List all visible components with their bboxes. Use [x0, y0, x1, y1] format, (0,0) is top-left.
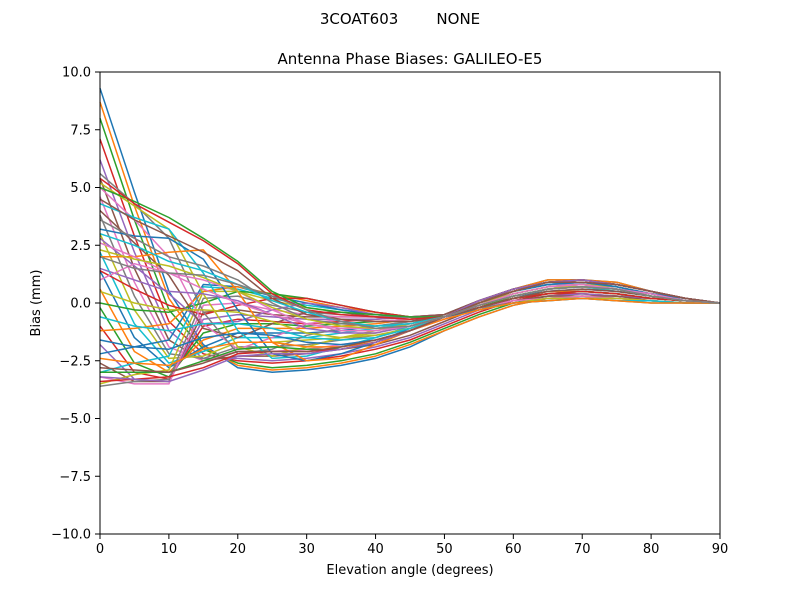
x-axis-label: Elevation angle (degrees): [326, 563, 493, 578]
series-layer: [99, 87, 721, 387]
series-line-35: [99, 198, 721, 323]
x-tick-label: 0: [96, 542, 104, 557]
x-tick-label: 40: [367, 542, 384, 557]
x-tick-label: 30: [298, 542, 315, 557]
y-tick-label: 7.5: [70, 123, 91, 138]
x-tick-label: 70: [574, 542, 591, 557]
x-tick-label: 90: [712, 542, 729, 557]
y-tick-label: −10.0: [51, 528, 91, 543]
x-tick-label: 10: [161, 542, 178, 557]
x-tick-label: 80: [643, 542, 660, 557]
y-tick-label: 10.0: [62, 66, 91, 81]
figure-suptitle: 3COAT603 NONE: [320, 10, 480, 28]
x-tick-label: 60: [505, 542, 522, 557]
x-tick-label: 50: [436, 542, 453, 557]
series-line-46: [99, 281, 721, 374]
y-tick-label: 5.0: [70, 181, 91, 196]
y-axis: −10.0 −7.5 −5.0 −2.5 0.0 2.5 5.0 7.5 10.0: [51, 66, 100, 543]
series-line-7: [99, 196, 721, 362]
series-line-34: [99, 177, 721, 320]
series-line-50: [99, 256, 721, 330]
x-axis: 0 10 20 30 40 50 60 70 80 90: [96, 534, 728, 557]
y-tick-label: 2.5: [70, 239, 91, 254]
x-tick-label: 20: [230, 542, 247, 557]
y-tick-label: 0.0: [70, 297, 91, 312]
y-tick-label: −2.5: [59, 354, 91, 369]
chart-title: Antenna Phase Biases: GALILEO-E5: [278, 50, 543, 68]
y-tick-label: −5.0: [59, 412, 91, 427]
y-axis-label: Bias (mm): [29, 270, 44, 337]
y-tick-label: −7.5: [59, 470, 91, 485]
